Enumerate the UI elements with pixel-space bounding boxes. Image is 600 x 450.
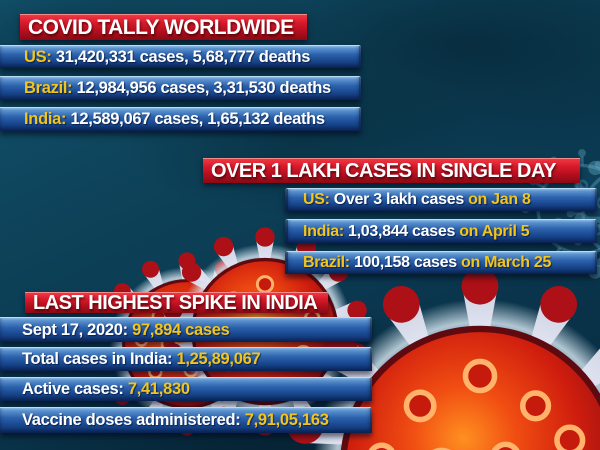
- stat-label: Total cases in India:: [22, 350, 173, 368]
- stat-text: 12,984,956 cases, 3,31,530 deaths: [72, 79, 332, 97]
- stat-text: 31,420,331 cases, 5,68,777 deaths: [51, 47, 311, 66]
- date-text: on April 5: [455, 222, 530, 240]
- stat-label: Active cases:: [22, 380, 124, 398]
- spike-row-active-cases: Active cases: 7,41,830: [0, 377, 372, 401]
- country-label: US:: [303, 191, 330, 208]
- stat-text: 100,158 cases: [349, 254, 457, 271]
- spike-row-date: Sept 17, 2020: 97,894 cases: [0, 317, 372, 342]
- virus-outline-icon: [492, 374, 600, 450]
- single-day-row-us: US: Over 3 lakh cases on Jan 8: [285, 188, 597, 211]
- stat-value: 1,25,89,067: [172, 350, 261, 368]
- date-text: on March 25: [456, 254, 552, 271]
- country-label: Brazil:: [303, 254, 350, 271]
- stat-value: 97,894 cases: [127, 320, 230, 339]
- spike-row-total-cases: Total cases in India: 1,25,89,067: [0, 347, 372, 371]
- covid-tally-header: COVID TALLY WORLDWIDE: [20, 14, 307, 40]
- stat-label: Vaccine doses administered:: [22, 411, 241, 429]
- spike-row-vaccine-doses: Vaccine doses administered: 7,91,05,163: [0, 407, 372, 433]
- virus-outline-icon: [544, 394, 600, 450]
- tally-row-us: US: 31,420,331 cases, 5,68,777 deaths: [0, 45, 361, 68]
- stat-value: 7,41,830: [123, 380, 190, 398]
- stat-text: 12,589,067 cases, 1,65,132 deaths: [66, 110, 325, 128]
- single-day-row-india: India: 1,03,844 cases on April 5: [285, 219, 597, 243]
- stat-text: Over 3 lakh cases: [329, 191, 464, 208]
- virus-outline-icon: [440, 344, 600, 450]
- tally-row-india: India: 12,589,067 cases, 1,65,132 deaths: [0, 107, 361, 131]
- india-spike-header: LAST HIGHEST SPIKE IN INDIA: [25, 292, 328, 314]
- country-label: India:: [303, 222, 344, 240]
- stat-text: 1,03,844 cases: [343, 222, 456, 240]
- country-label: Brazil:: [24, 79, 73, 97]
- tally-row-brazil: Brazil: 12,984,956 cases, 3,31,530 death…: [0, 76, 361, 100]
- stat-value: 7,91,05,163: [240, 411, 329, 429]
- date-text: on Jan 8: [463, 191, 531, 208]
- single-day-header: OVER 1 LAKH CASES IN SINGLE DAY: [203, 158, 580, 183]
- country-label: India:: [24, 110, 67, 128]
- country-label: US:: [24, 47, 52, 66]
- stat-label: Sept 17, 2020:: [22, 320, 128, 339]
- single-day-row-brazil: Brazil: 100,158 cases on March 25: [285, 251, 597, 274]
- virus-outline-icon: [561, 345, 600, 450]
